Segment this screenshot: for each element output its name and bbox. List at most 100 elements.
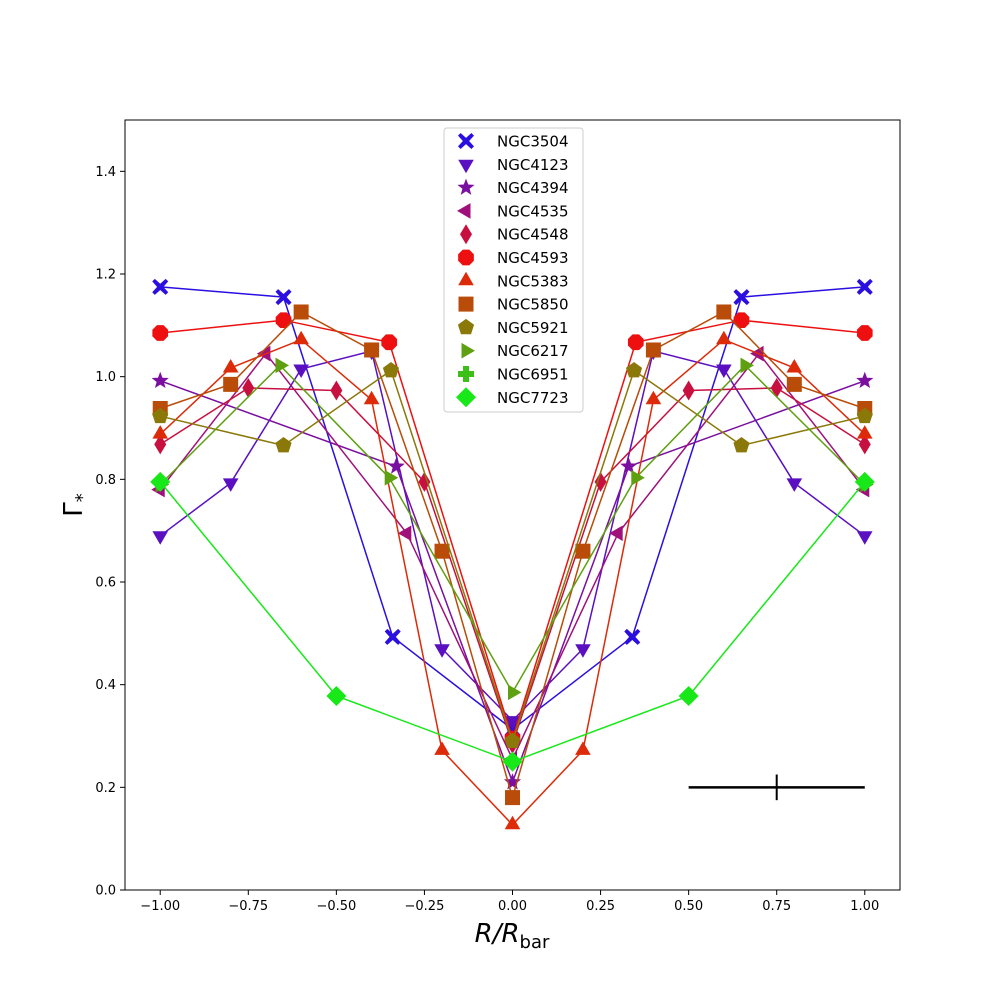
data-point xyxy=(384,628,401,645)
y-axis: 0.0 0.2 0.4 0.6 0.8 1.0 1.2 1.4 xyxy=(95,165,125,899)
legend-label: NGC4548 xyxy=(497,226,569,244)
data-point xyxy=(575,644,591,658)
data-point xyxy=(397,525,412,542)
legend-label: NGC6951 xyxy=(497,366,569,384)
legend-label: NGC7723 xyxy=(497,389,569,407)
legend-item-ngc7723: NGC7723 xyxy=(456,387,569,408)
legend-label: NGC4123 xyxy=(497,156,569,174)
data-point xyxy=(275,436,292,453)
data-point xyxy=(854,471,875,492)
x-axis-label-main: R/R xyxy=(475,919,520,949)
x-tick-label: 0.00 xyxy=(498,899,527,914)
data-point xyxy=(856,371,874,389)
data-point xyxy=(154,434,167,455)
data-point xyxy=(434,741,450,755)
data-point xyxy=(625,362,643,378)
y-axis-label-sub: * xyxy=(72,493,93,502)
legend-marker xyxy=(457,318,475,335)
legend-marker xyxy=(458,296,474,312)
legend-label: NGC4394 xyxy=(497,179,569,197)
data-point xyxy=(786,376,802,392)
y-tick-label: 0.8 xyxy=(95,473,116,488)
legend-marker xyxy=(458,366,474,382)
y-tick-label: 1.2 xyxy=(95,268,116,283)
data-point xyxy=(786,478,803,492)
x-tick-label: 0.25 xyxy=(586,899,615,914)
data-point xyxy=(856,278,873,295)
series-ngc5921 xyxy=(152,362,873,749)
legend-marker xyxy=(458,249,474,266)
legend-item-ngc5850: NGC5850 xyxy=(458,296,569,314)
legend-label: NGC4535 xyxy=(497,202,569,220)
y-tick-label: 0.6 xyxy=(95,576,116,591)
data-point xyxy=(293,304,309,320)
data-point xyxy=(504,732,521,749)
legend-frame xyxy=(443,127,584,413)
legend-marker xyxy=(458,159,474,174)
data-point xyxy=(645,390,662,405)
legend-label: NGC3504 xyxy=(497,133,569,151)
data-point xyxy=(740,357,754,374)
legend-item-ngc4593: NGC4593 xyxy=(458,249,569,267)
data-point xyxy=(152,278,169,295)
data-point xyxy=(223,376,239,392)
data-point xyxy=(326,685,347,706)
data-point xyxy=(508,684,522,701)
x-tick-label: 1.00 xyxy=(850,899,879,914)
data-point xyxy=(733,289,750,306)
data-point xyxy=(434,644,450,658)
legend-item-ngc4394: NGC4394 xyxy=(457,178,569,197)
y-tick-label: 0.0 xyxy=(95,884,116,899)
data-point xyxy=(293,364,309,378)
legend-item-ngc5921: NGC5921 xyxy=(457,318,569,337)
legend-item-ngc5383: NGC5383 xyxy=(458,271,569,290)
legend-marker xyxy=(456,387,476,408)
data-point xyxy=(716,364,732,378)
legend-label: NGC4593 xyxy=(497,249,569,267)
data-point xyxy=(627,334,644,351)
x-axis-label-sub: bar xyxy=(520,932,550,953)
legend-marker xyxy=(461,342,475,359)
x-tick-label: −0.50 xyxy=(316,899,356,914)
data-point xyxy=(678,685,699,706)
data-point xyxy=(502,751,523,772)
data-point xyxy=(786,358,803,373)
data-point xyxy=(418,471,431,492)
data-point xyxy=(275,357,289,374)
data-point xyxy=(856,531,873,545)
data-point xyxy=(381,334,398,351)
legend-label: NGC5921 xyxy=(497,319,569,337)
legend-item-ngc3504: NGC3504 xyxy=(458,133,569,151)
legend-item-ngc4548: NGC4548 xyxy=(460,224,569,245)
legend-marker xyxy=(458,271,474,286)
series-ngc7723 xyxy=(150,471,875,772)
data-point xyxy=(293,330,309,345)
x-tick-label: −0.75 xyxy=(228,899,268,914)
y-tick-label: 0.4 xyxy=(95,678,116,693)
data-point xyxy=(152,325,169,341)
data-point xyxy=(363,390,380,405)
data-point xyxy=(594,471,607,492)
data-point xyxy=(152,531,169,545)
data-point xyxy=(505,790,520,806)
data-point xyxy=(434,543,450,559)
data-point xyxy=(384,470,399,486)
legend-marker xyxy=(460,224,472,245)
legend-label: NGC5383 xyxy=(497,272,569,290)
data-point xyxy=(256,345,271,362)
data-point xyxy=(364,342,380,358)
data-point xyxy=(733,312,750,329)
x-tick-label: 0.75 xyxy=(762,899,791,914)
data-point xyxy=(504,815,521,830)
x-axis: −1.00 −0.75 −0.50 −0.25 0.00 0.25 0.50 0.75 1.00 xyxy=(140,890,879,914)
data-point xyxy=(150,471,171,492)
x-axis-label: R/Rbar xyxy=(475,919,550,953)
y-axis-label-main: Γ xyxy=(59,502,89,517)
legend: NGC3504 NGC4123 NGC4394 NGC4535 NGC4548 NGC45… xyxy=(443,127,584,413)
series-layer xyxy=(150,278,875,830)
data-point xyxy=(858,434,871,455)
data-point xyxy=(152,407,169,424)
data-point xyxy=(716,330,732,345)
legend-marker xyxy=(457,178,475,195)
data-point xyxy=(504,716,521,730)
